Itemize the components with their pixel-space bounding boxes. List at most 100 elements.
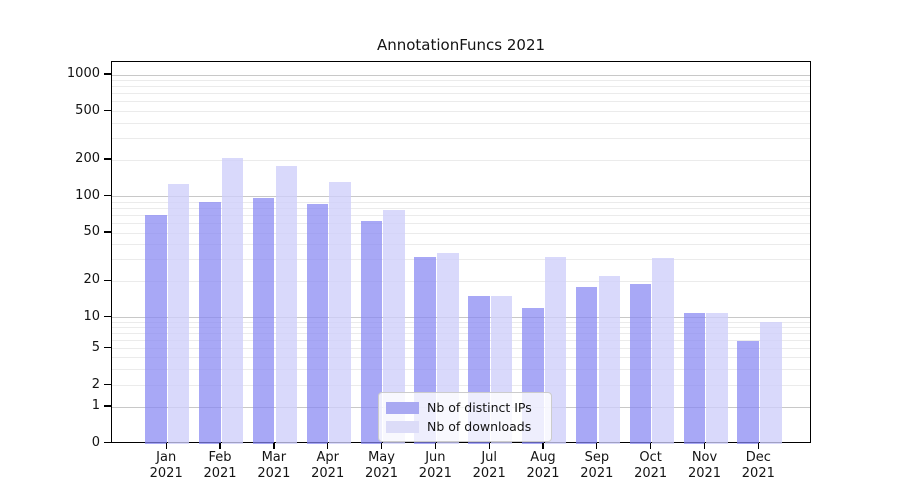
y-axis-tick-mark (103, 279, 111, 281)
legend-item-downloads: Nb of downloads (386, 417, 543, 436)
x-axis-tick-mark (596, 443, 598, 450)
bar-distinct-ips (145, 215, 167, 444)
chart-title: AnnotationFuncs 2021 (376, 36, 546, 54)
gridline-minor (112, 223, 810, 225)
gridline-minor (112, 333, 810, 335)
x-axis-tick-mark (165, 443, 167, 450)
y-axis-tick-mark (103, 73, 111, 75)
y-axis-tick-mark (103, 405, 111, 407)
gridline-minor (112, 280, 810, 282)
bar-downloads (652, 258, 674, 444)
x-axis-tick-mark (434, 443, 436, 450)
x-axis-tick-label: Jul 2021 (472, 450, 506, 481)
gridline-minor (112, 348, 810, 350)
y-axis-tick-label: 500 (75, 102, 100, 118)
y-axis-tick-label: 1 (91, 398, 100, 413)
gridline-minor (112, 201, 810, 203)
legend-item-distinct-ips: Nb of distinct IPs (386, 398, 543, 417)
x-axis-tick-label: Feb 2021 (203, 450, 237, 481)
x-axis-tick-mark (219, 443, 221, 450)
bar-downloads (329, 181, 351, 444)
gridline-minor (112, 80, 810, 82)
y-axis-tick-label: 5 (91, 339, 100, 355)
bar-distinct-ips (737, 340, 759, 444)
gridline-minor (112, 101, 810, 103)
gridline-minor (112, 368, 810, 370)
bar-downloads (760, 322, 782, 444)
y-axis-tick-label: 10 (83, 308, 100, 324)
gridline-minor (112, 111, 810, 113)
y-axis-tick-mark (103, 316, 111, 318)
bar-downloads (598, 276, 621, 444)
x-axis-tick-mark (273, 443, 275, 450)
y-axis-tick-label: 20 (83, 272, 100, 288)
x-axis-tick-label: Aug 2021 (526, 450, 560, 481)
gridline-minor (112, 259, 810, 261)
plot-area (111, 61, 811, 444)
x-axis-tick-mark (703, 443, 706, 450)
bar-downloads (275, 165, 298, 444)
x-axis-tick-label: May 2021 (364, 450, 399, 481)
x-axis-tick-mark (488, 443, 490, 450)
x-axis-tick-label: Nov 2021 (687, 450, 722, 481)
y-axis-tick-mark (103, 347, 111, 349)
x-axis-tick-label: Jun 2021 (418, 450, 452, 481)
y-axis-tick-label: 50 (83, 224, 100, 240)
x-axis-tick-label: Oct 2021 (634, 450, 668, 481)
bar-downloads (167, 183, 190, 444)
y-axis-tick-mark (103, 442, 111, 444)
legend-label-downloads: Nb of downloads (427, 419, 532, 434)
x-axis-tick-mark (380, 443, 383, 450)
gridline-minor (112, 321, 810, 323)
bar-downloads (706, 312, 728, 444)
legend-swatch-downloads (386, 420, 419, 433)
gridline-minor (112, 159, 810, 161)
y-axis-tick-mark (103, 109, 111, 112)
x-axis-tick-label: Sep 2021 (580, 450, 614, 481)
y-axis-tick-label: 2 (91, 376, 100, 392)
x-axis-tick-mark (757, 443, 759, 450)
x-axis-tick-label: Apr 2021 (311, 450, 345, 481)
x-axis-tick-label: Mar 2021 (257, 450, 291, 481)
gridline-major (112, 196, 810, 198)
gridline-minor (112, 357, 810, 359)
gridline-minor (112, 340, 810, 342)
gridline-minor (112, 385, 810, 387)
gridline-minor (112, 122, 810, 124)
bar-distinct-ips (575, 286, 598, 444)
y-axis-tick-label: 0 (91, 434, 100, 450)
y-axis-tick-label: 1000 (66, 66, 100, 81)
x-axis-tick-mark (542, 443, 544, 450)
x-axis-tick-label: Dec 2021 (741, 450, 775, 481)
gridline-minor (112, 86, 810, 88)
bar-distinct-ips (199, 202, 221, 444)
x-axis-tick-label: Jan 2021 (149, 450, 183, 481)
y-axis-tick-mark (103, 195, 111, 197)
gridline-minor (112, 244, 810, 246)
bar-distinct-ips (252, 197, 275, 444)
gridline-minor (112, 93, 810, 95)
bar-distinct-ips (629, 283, 652, 444)
bar-downloads (383, 210, 405, 444)
y-axis-tick-mark (103, 384, 111, 386)
y-axis-tick-label: 200 (75, 151, 100, 167)
legend-swatch-distinct-ips (386, 401, 419, 414)
bar-distinct-ips (306, 204, 329, 444)
gridline-major (112, 317, 810, 319)
legend: Nb of distinct IPs Nb of downloads (378, 392, 552, 442)
gridline-minor (112, 232, 810, 234)
gridline-minor (112, 327, 810, 329)
bar-downloads (221, 157, 244, 444)
x-axis-tick-mark (650, 443, 652, 450)
x-axis-tick-mark (327, 443, 329, 450)
y-axis-tick-mark (103, 158, 111, 160)
legend-label-distinct-ips: Nb of distinct IPs (427, 400, 532, 415)
gridline-minor (112, 207, 810, 209)
bar-distinct-ips (683, 312, 705, 444)
y-axis-tick-mark (103, 231, 111, 233)
bar-distinct-ips (360, 220, 383, 444)
y-axis-tick-label: 100 (75, 187, 100, 203)
gridline-minor (112, 138, 810, 140)
gridline-minor (112, 214, 810, 216)
